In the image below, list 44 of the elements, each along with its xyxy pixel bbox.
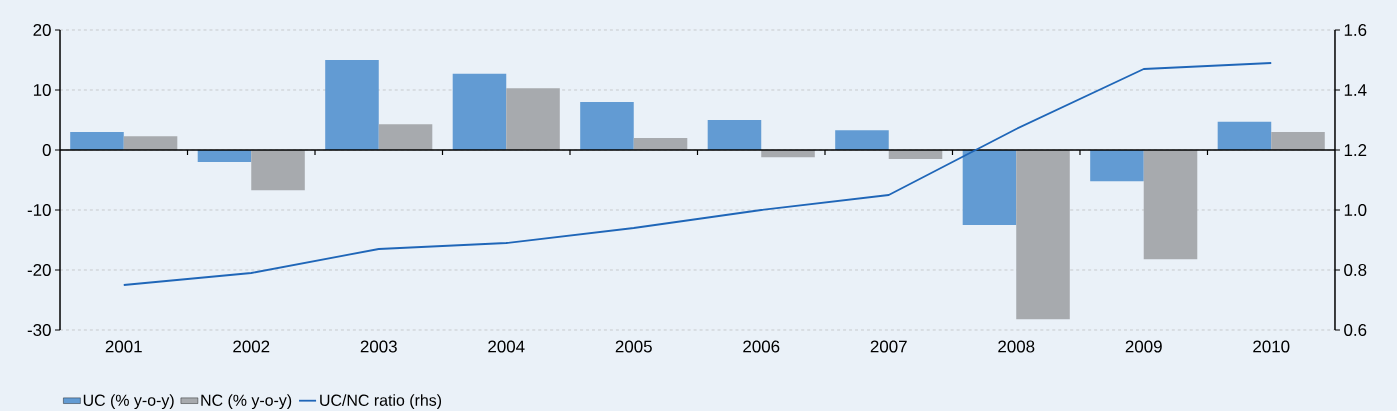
y2-tick-label: 1.4	[1344, 84, 1367, 96]
bar	[70, 131, 124, 150]
bar	[1217, 121, 1272, 150]
y-tick-label: -10	[27, 203, 51, 216]
x-tick-label: 2004	[488, 340, 525, 353]
bar	[251, 149, 305, 191]
y2-tick-label: 0.8	[1344, 263, 1367, 276]
line-series	[122, 62, 1273, 286]
bar	[1143, 149, 1198, 260]
legend-label: UC/NC ratio (rhs)	[320, 394, 442, 409]
bar	[506, 88, 560, 150]
y2-tick-label: 1.0	[1344, 203, 1367, 216]
bar	[325, 59, 379, 150]
bar	[580, 101, 634, 150]
bar	[452, 73, 507, 150]
bar	[123, 136, 178, 150]
x-tick-label: 2008	[998, 340, 1035, 353]
x-tick-label: 2010	[1253, 340, 1290, 353]
legend-label: UC (% y-o-y)	[83, 394, 174, 409]
x-tick-label: 2007	[870, 340, 907, 353]
x-tick-label: 2001	[105, 340, 142, 353]
bar	[197, 149, 252, 162]
y-tick-label: 0	[42, 143, 51, 156]
x-tick-label: 2006	[743, 340, 780, 353]
y-tick-label: -20	[27, 263, 51, 276]
x-tick-label: 2003	[360, 340, 397, 353]
bar	[378, 124, 433, 150]
x-tick-label: 2005	[615, 340, 652, 353]
bar	[633, 137, 688, 150]
legend-label: NC (% y-o-y)	[201, 394, 292, 409]
bar	[1090, 149, 1144, 182]
y2-tick-label: 1.6	[1344, 23, 1367, 36]
y-tick-label: 10	[33, 83, 51, 96]
bar	[707, 119, 762, 150]
y2-tick-label: 0.6	[1344, 323, 1367, 336]
y2-tick-label: 1.2	[1344, 143, 1367, 156]
y-tick-label: 20	[33, 23, 51, 36]
bar	[835, 130, 889, 150]
x-tick-label: 2002	[233, 340, 270, 353]
bar	[1271, 131, 1325, 150]
bar	[962, 149, 1017, 225]
x-tick-label: 2009	[1125, 340, 1162, 353]
y-tick-label: -30	[27, 323, 51, 336]
bar	[1016, 149, 1070, 320]
